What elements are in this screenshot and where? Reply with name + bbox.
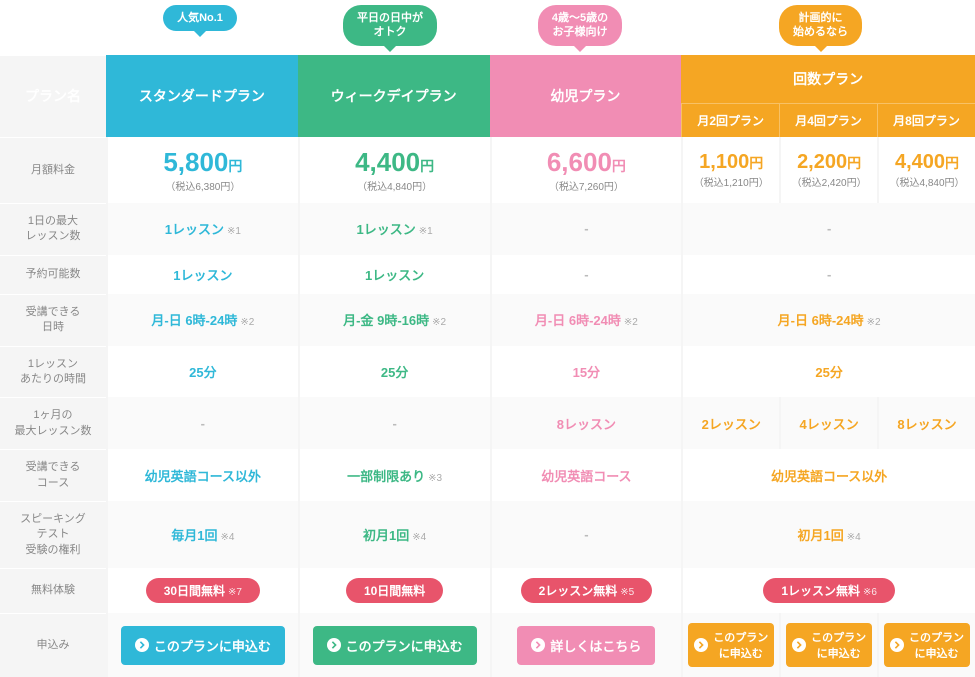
- cell-resv-cnt: -: [681, 255, 975, 294]
- cell-perlesson-wk: 25分: [298, 346, 490, 398]
- cell-maxmonth-m2: 2レッスン: [681, 397, 779, 449]
- label-max-per-day: 1日の最大レッスン数: [0, 203, 106, 255]
- apply-button-weekday[interactable]: このプランに申込む: [313, 626, 477, 665]
- cell-speak-cnt: 初月1回※4: [681, 501, 975, 568]
- cell-hours-wk: 月-金 9時-16時※2: [298, 294, 490, 346]
- cell-maxmonth-m4: 4レッスン: [779, 397, 877, 449]
- badge-standard: 人気No.1: [163, 5, 237, 31]
- label-monthly-fee: 月額料金: [0, 137, 106, 203]
- cell-trial-std: 30日間無料※7: [106, 568, 298, 613]
- cell-course-wk: 一部制限あり※3: [298, 449, 490, 501]
- price-m8: 4,400円（税込4,840円）: [877, 137, 975, 203]
- cell-course-kid: 幼児英語コース: [490, 449, 682, 501]
- cell-maxday-std: 1レッスン※1: [106, 203, 298, 255]
- cell-maxmonth-std: -: [106, 397, 298, 449]
- header-standard: スタンダードプラン: [106, 55, 298, 137]
- header-m8: 月8回プラン: [877, 103, 975, 137]
- cell-maxday-cnt: -: [681, 203, 975, 255]
- chevron-right-icon: [327, 638, 341, 652]
- chevron-right-icon: [135, 638, 149, 652]
- label-trial: 無料体験: [0, 568, 106, 613]
- price-m2: 1,100円（税込1,210円）: [681, 137, 779, 203]
- cell-maxday-wk: 1レッスン※1: [298, 203, 490, 255]
- price-kids: 6,600円（税込7,260円）: [490, 137, 682, 203]
- cell-course-cnt: 幼児英語コース以外: [681, 449, 975, 501]
- cell-maxmonth-m8: 8レッスン: [877, 397, 975, 449]
- cell-perlesson-cnt: 25分: [681, 346, 975, 398]
- apply-button-m2[interactable]: このプランに申込む: [688, 623, 774, 667]
- cell-speak-wk: 初月1回※4: [298, 501, 490, 568]
- chevron-right-icon: [694, 638, 708, 652]
- cell-maxmonth-wk: -: [298, 397, 490, 449]
- chevron-right-icon: [792, 638, 806, 652]
- cell-resv-std: 1レッスン: [106, 255, 298, 294]
- label-plan-name: プラン名: [0, 55, 106, 137]
- label-courses: 受講できるコース: [0, 449, 106, 501]
- header-count: 回数プラン: [681, 55, 975, 103]
- cell-resv-kid: -: [490, 255, 682, 294]
- cell-perlesson-std: 25分: [106, 346, 298, 398]
- cell-hours-std: 月-日 6時-24時※2: [106, 294, 298, 346]
- price-weekday: 4,400円（税込4,840円）: [298, 137, 490, 203]
- header-m2: 月2回プラン: [681, 103, 779, 137]
- label-hours: 受講できる日時: [0, 294, 106, 346]
- label-reservable: 予約可能数: [0, 255, 106, 294]
- cell-trial-cnt: 1レッスン無料※6: [681, 568, 975, 613]
- cell-maxmonth-kid: 8レッスン: [490, 397, 682, 449]
- label-per-lesson: 1レッスンあたりの時間: [0, 346, 106, 398]
- price-standard: 5,800円（税込6,380円）: [106, 137, 298, 203]
- header-weekday: ウィークデイプラン: [298, 55, 490, 137]
- cell-maxday-kid: -: [490, 203, 682, 255]
- cell-trial-wk: 10日間無料: [298, 568, 490, 613]
- cell-speak-kid: -: [490, 501, 682, 568]
- cell-trial-kid: 2レッスン無料※5: [490, 568, 682, 613]
- cell-course-std: 幼児英語コース以外: [106, 449, 298, 501]
- apply-button-standard[interactable]: このプランに申込む: [121, 626, 285, 665]
- cell-perlesson-kid: 15分: [490, 346, 682, 398]
- cell-resv-wk: 1レッスン: [298, 255, 490, 294]
- chevron-right-icon: [531, 638, 545, 652]
- header-kids: 幼児プラン: [490, 55, 682, 137]
- cell-speak-std: 毎月1回※4: [106, 501, 298, 568]
- detail-button-kids[interactable]: 詳しくはこちら: [517, 626, 655, 665]
- apply-button-m4[interactable]: このプランに申込む: [786, 623, 872, 667]
- badge-kids: 4歳～5歳のお子様向け: [538, 5, 622, 46]
- badge-weekday: 平日の日中がオトク: [343, 5, 437, 46]
- header-m4: 月4回プラン: [779, 103, 877, 137]
- price-m4: 2,200円（税込2,420円）: [779, 137, 877, 203]
- cell-hours-kid: 月-日 6時-24時※2: [490, 294, 682, 346]
- chevron-right-icon: [890, 638, 904, 652]
- badge-count: 計画的に始めるなら: [779, 5, 862, 46]
- cell-hours-cnt: 月-日 6時-24時※2: [681, 294, 975, 346]
- apply-button-m8[interactable]: このプランに申込む: [884, 623, 970, 667]
- label-speaking: スピーキングテスト受験の権利: [0, 501, 106, 568]
- label-apply: 申込み: [0, 613, 106, 677]
- label-max-per-month: 1ヶ月の最大レッスン数: [0, 397, 106, 449]
